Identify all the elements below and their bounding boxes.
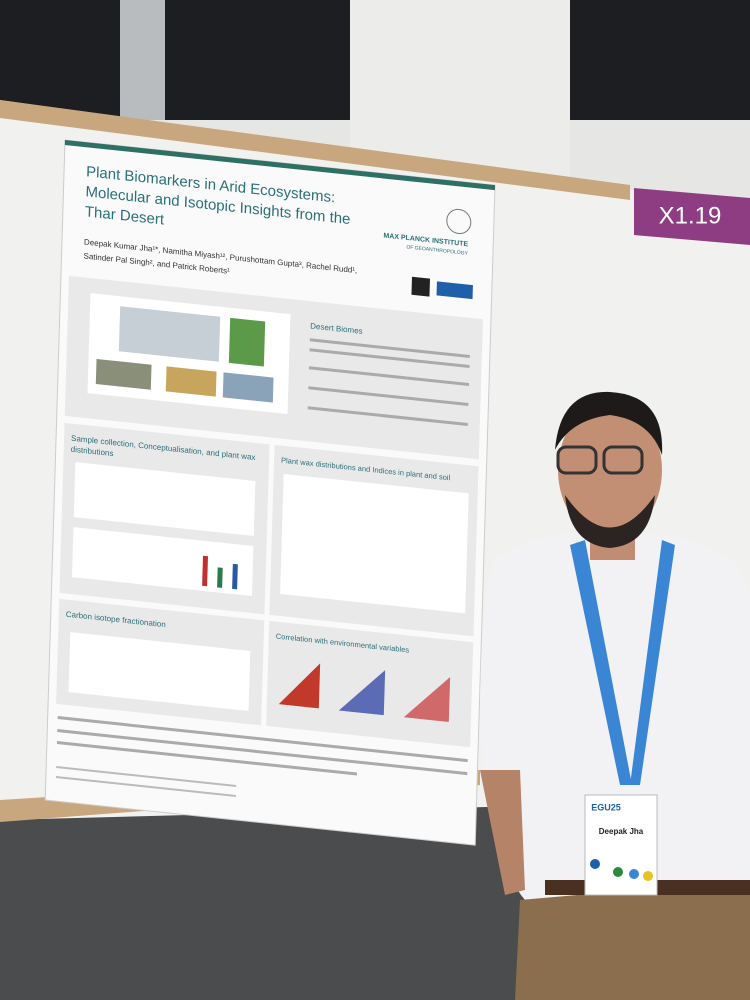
region-map [228,317,266,367]
section-title: distributions [71,445,114,458]
badge-icon [643,871,653,881]
badge-icon [629,869,639,879]
pillar [350,0,570,180]
figure-bar [217,567,223,588]
glasses [602,445,644,475]
photo-thumb [222,372,274,403]
text-line [57,729,468,776]
figure [68,632,251,712]
text-line [56,741,357,776]
correlation-matrix [338,670,386,716]
text-line [308,386,469,407]
face [558,402,662,538]
hair [555,391,663,455]
figure-bar [232,563,238,590]
footnote [56,766,237,787]
board-label-box [634,188,750,245]
lanyard [630,540,675,785]
text-line [309,348,470,369]
badge-event: EGU25 [591,802,621,812]
poster-stripe [64,140,495,191]
ceiling-light [120,0,165,120]
badge-icon [613,867,623,877]
photo-thumb [165,366,217,397]
board-frame-top [0,100,630,200]
lanyard [570,540,632,785]
footnote [55,776,236,797]
arm [480,770,525,895]
figure [73,462,256,537]
qr-code [411,276,430,297]
figure [280,473,469,614]
world-map [118,306,221,362]
photo-thumb [95,358,152,390]
badge-name: Deepak Jha [599,827,644,836]
trousers [515,880,750,1000]
glasses [556,445,598,475]
beard [565,495,655,548]
figure-bar [202,555,208,587]
text-line [309,338,470,359]
badge-icon [590,859,600,869]
text-line [307,406,468,427]
correlation-matrix [278,663,321,709]
institute-logo [446,208,472,235]
correlation-matrix [403,677,451,723]
egu-logo [436,281,473,300]
figure [71,527,254,597]
poster: Plant Biomarkers in Arid Ecosystems: Mol… [44,139,496,846]
text-line [57,716,468,763]
text-line [308,366,469,387]
board-label: X1.19 [659,202,722,229]
